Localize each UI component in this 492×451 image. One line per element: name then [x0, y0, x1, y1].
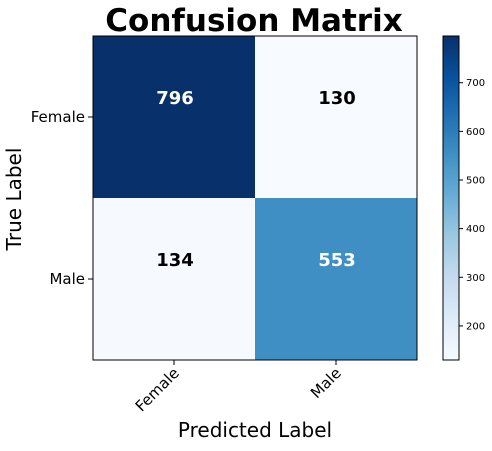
colorbar: 200 300 400 500 600 700	[442, 35, 485, 361]
cell-value-label: 796	[156, 88, 194, 109]
heatmap-cell	[93, 36, 255, 198]
chart-title: Confusion Matrix	[105, 3, 402, 39]
heatmap-cells	[93, 36, 417, 360]
cell-annotations: 796 130 134 553	[156, 88, 356, 271]
colorbar-ticks: 200 300 400 500 600 700	[459, 78, 485, 332]
x-tick-label: Male	[307, 364, 345, 402]
heatmap-cell	[255, 198, 417, 360]
y-tick-label: Female	[31, 108, 85, 126]
x-tick-label: Female	[132, 364, 183, 415]
cell-value-label: 130	[318, 88, 356, 109]
heatmap-cell	[255, 36, 417, 198]
y-axis-label: True Label	[2, 148, 26, 252]
y-axis: Female Male	[31, 108, 93, 288]
cell-value-label: 553	[318, 250, 356, 271]
cell-value-label: 134	[156, 250, 194, 271]
x-axis: Female Male	[132, 360, 345, 415]
colorbar-tick-label: 700	[466, 78, 485, 89]
heatmap-cell	[93, 198, 255, 360]
plot-frame	[92, 35, 418, 361]
colorbar-tick-label: 500	[466, 176, 485, 187]
colorbar-tick-label: 400	[466, 224, 485, 235]
x-axis-label: Predicted Label	[178, 418, 332, 442]
y-tick-label: Male	[49, 270, 85, 288]
colorbar-gradient	[442, 35, 460, 361]
colorbar-tick-label: 300	[466, 273, 485, 284]
colorbar-tick-label: 600	[466, 127, 485, 138]
colorbar-tick-label: 200	[466, 321, 485, 332]
